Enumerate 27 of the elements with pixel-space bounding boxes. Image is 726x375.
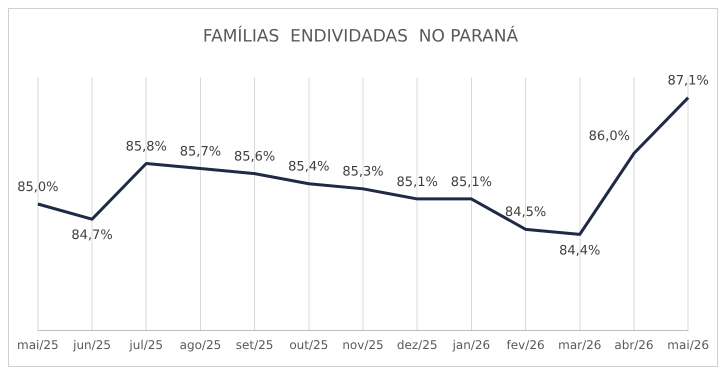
x-tick-label: mai/26 <box>667 338 710 352</box>
data-label: 85,6% <box>234 149 276 164</box>
data-label: 87,1% <box>668 74 709 89</box>
data-label: 85,0% <box>17 180 58 195</box>
data-label: 85,7% <box>180 144 222 160</box>
data-label: 86,0% <box>588 129 630 144</box>
x-tick-label: nov/25 <box>342 338 384 352</box>
x-tick-label: mai/25 <box>16 338 59 352</box>
x-tick-label: set/25 <box>236 338 274 352</box>
data-label: 85,1% <box>450 174 492 190</box>
x-tick-label: dez/25 <box>396 338 438 352</box>
x-tick-label: fev/26 <box>506 338 545 352</box>
data-label: 85,1% <box>396 174 438 190</box>
x-tick-label: jun/25 <box>72 338 111 352</box>
chart-title: FAMÍLIAS ENDIVIDADAS NO PARANÁ <box>202 26 519 47</box>
x-tick-label: abr/26 <box>614 338 654 352</box>
x-tick-label: out/25 <box>289 338 328 352</box>
x-tick-label: jan/26 <box>452 338 490 352</box>
x-tick-label: mar/26 <box>558 338 602 352</box>
data-label: 85,4% <box>288 160 330 175</box>
data-label: 84,4% <box>559 243 600 258</box>
data-label: 85,8% <box>126 139 167 154</box>
data-label: 85,3% <box>342 164 384 180</box>
x-tick-label: jul/25 <box>128 338 164 352</box>
data-label: 84,7% <box>71 228 113 244</box>
data-label: 84,5% <box>504 205 546 220</box>
x-tick-label: ago/25 <box>180 338 222 352</box>
